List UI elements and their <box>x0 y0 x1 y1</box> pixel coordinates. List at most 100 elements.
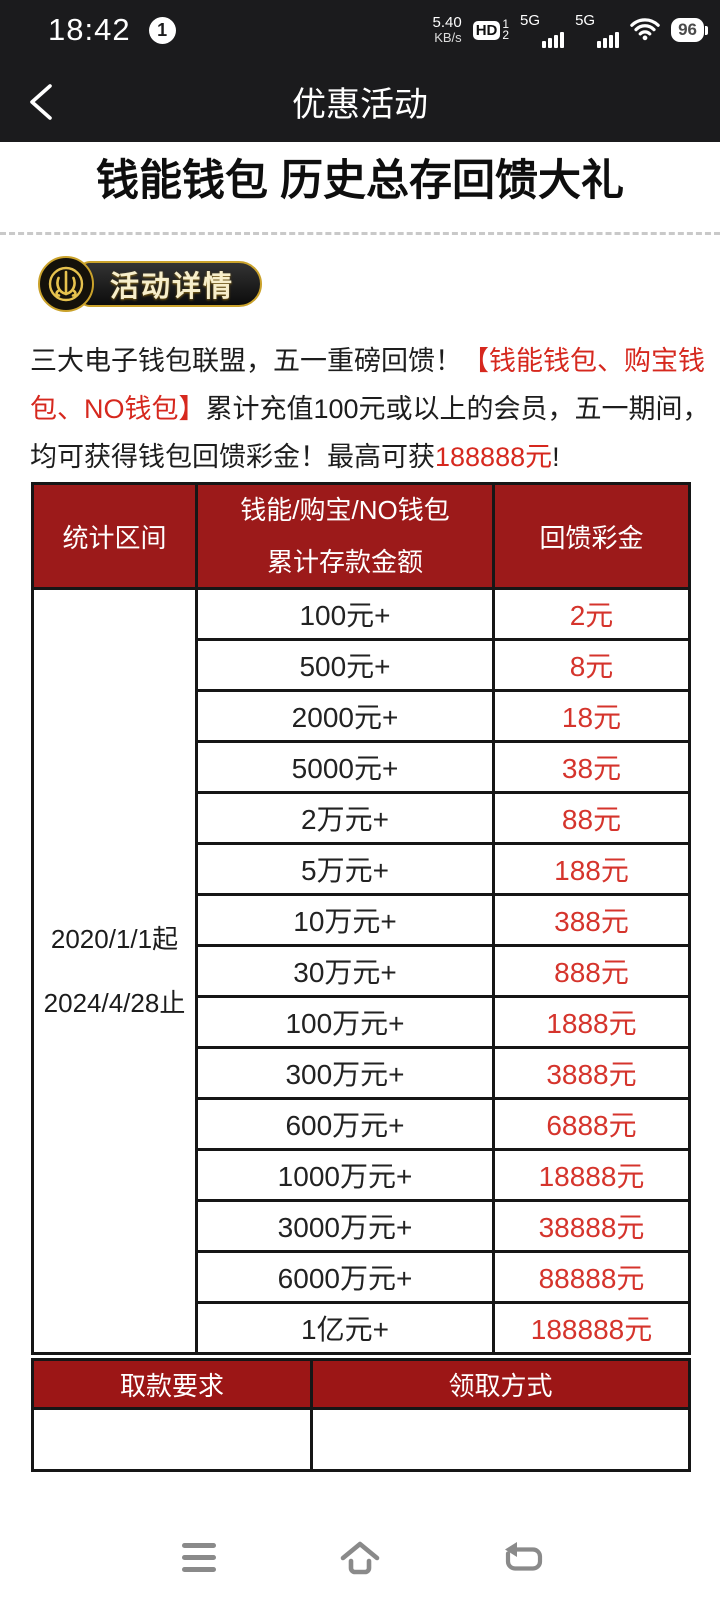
period-start: 2020/1/1起 <box>50 924 179 954</box>
clock: 18:42 <box>48 12 131 47</box>
col-header-amount-line2: 累计存款金额 <box>266 547 423 577</box>
back-nav-icon[interactable] <box>503 1540 545 1581</box>
signal2-label: 5G <box>575 12 596 29</box>
promo-intro-line: 均可获得钱包回馈彩金！最高可获188888元! <box>30 433 690 481</box>
top-black-block: 18:42 1 5.40 KB/s HD 1 2 5G <box>0 0 720 142</box>
status-bar: 18:42 1 5.40 KB/s HD 1 2 5G <box>0 0 720 60</box>
bonus-cell: 38元 <box>492 740 691 794</box>
back-chevron-icon[interactable] <box>24 80 58 124</box>
deposit-table-row: 2万元+ 88元 <box>33 791 691 845</box>
network-speed: 5.40 KB/s <box>432 15 461 45</box>
bonus-cell: 188888元 <box>492 1301 691 1355</box>
menu-icon[interactable] <box>182 1543 216 1572</box>
deposit-table-row: 6000万元+ 88888元 <box>33 1250 691 1304</box>
notification-count-icon: 1 <box>148 16 176 44</box>
signal2-bars-icon <box>597 32 620 48</box>
claim-cell <box>310 1407 691 1472</box>
claim-table: 取款要求 领取方式 <box>31 1358 691 1472</box>
claim-table-empty-row <box>31 1407 691 1472</box>
deposit-table-row: 600万元+ 6888元 <box>33 1097 691 1151</box>
hd-volte-icon: HD 1 2 <box>472 17 510 42</box>
intro-text: 均可获得钱包回馈彩金！最高可获 <box>30 442 435 472</box>
intro-highlight-text: 包、NO钱包】 <box>30 394 206 424</box>
crown-emblem-icon <box>38 256 94 312</box>
intro-text: 累计充值100元或以上的会员，五一期间， <box>205 394 710 424</box>
network-speed-unit: KB/s <box>434 30 462 45</box>
bottom-nav-bar <box>0 1513 720 1600</box>
bonus-cell: 188元 <box>492 842 691 896</box>
deposit-table-row: 2000元+ 18元 <box>33 689 691 743</box>
deposit-table-row: 500元+ 8元 <box>33 638 691 692</box>
signal1-bars-icon <box>542 32 565 48</box>
sim-numbers: 1 2 <box>502 17 510 42</box>
col-header-period: 统计区间 <box>31 482 198 590</box>
bonus-cell: 38888元 <box>492 1199 691 1253</box>
page-title: 优惠活动 <box>292 85 428 124</box>
bonus-cell: 888元 <box>492 944 691 998</box>
amount-cell: 1000万元+ <box>195 1148 495 1202</box>
amount-cell: 300万元+ <box>195 1046 495 1100</box>
promo-title: 钱能钱包 历史总存回馈大礼 <box>96 157 624 205</box>
period-end: 2024/4/28止 <box>43 988 186 1018</box>
amount-cell: 2万元+ <box>195 791 495 845</box>
amount-cell: 1亿元+ <box>195 1301 495 1355</box>
status-bar-right: 5.40 KB/s HD 1 2 5G 5G <box>432 12 708 48</box>
bonus-cell: 2元 <box>492 587 691 641</box>
amount-cell: 6000万元+ <box>195 1250 495 1304</box>
wifi-icon <box>630 17 660 46</box>
amount-cell: 600万元+ <box>195 1097 495 1151</box>
col-header-amount-line1: 钱能/购宝/NO钱包 <box>240 495 450 525</box>
deposit-table-row: 3000万元+ 38888元 <box>33 1199 691 1253</box>
amount-cell: 100元+ <box>195 587 495 641</box>
battery-icon: 96 <box>671 18 708 42</box>
bonus-cell: 3888元 <box>492 1046 691 1100</box>
signal-icon: 5G <box>575 12 620 48</box>
intro-highlight-text: 【钱能钱包、购宝钱 <box>462 346 705 376</box>
home-icon[interactable] <box>338 1539 382 1582</box>
badge-pill: 活动详情 <box>78 261 263 307</box>
deposit-table-header-row: 统计区间 钱能/购宝/NO钱包 累计存款金额 回馈彩金 <box>31 482 691 590</box>
amount-cell: 5万元+ <box>195 842 495 896</box>
intro-text: 三大电子钱包联盟，五一重磅回馈！ <box>30 346 462 376</box>
withdraw-cell <box>31 1407 313 1472</box>
sim2-label: 2 <box>502 28 510 42</box>
deposit-rebate-table: 统计区间 钱能/购宝/NO钱包 累计存款金额 回馈彩金 2020/1/1起 202… <box>31 482 691 1355</box>
promo-intro-line: 三大电子钱包联盟，五一重磅回馈！【钱能钱包、购宝钱 <box>30 337 705 385</box>
deposit-table-row: 5万元+ 188元 <box>33 842 691 896</box>
deposit-table-row: 100万元+ 1888元 <box>33 995 691 1049</box>
col-header-withdraw: 取款要求 <box>31 1358 313 1410</box>
amount-cell: 10万元+ <box>195 893 495 947</box>
bonus-cell: 88888元 <box>492 1250 691 1304</box>
col-header-bonus: 回馈彩金 <box>492 482 691 590</box>
period-cell: 2020/1/1起 2024/4/28止 <box>31 587 198 1355</box>
deposit-table-row: 1亿元+ 188888元 <box>33 1301 691 1355</box>
claim-table-header-row: 取款要求 领取方式 <box>31 1358 691 1410</box>
badge-label: 活动详情 <box>110 271 235 303</box>
app-header: 优惠活动 <box>0 60 720 142</box>
col-header-claim: 领取方式 <box>310 1358 691 1410</box>
signal1-label: 5G <box>520 12 541 29</box>
deposit-table-row: 5000元+ 38元 <box>33 740 691 794</box>
amount-cell: 5000元+ <box>195 740 495 794</box>
deposit-table-row: 2020/1/1起 2024/4/28止 100元+ 2元 <box>31 587 691 1355</box>
hd-label: HD <box>472 20 501 40</box>
bonus-cell: 6888元 <box>492 1097 691 1151</box>
bonus-cell: 18元 <box>492 689 691 743</box>
intro-highlight-text: 188888元 <box>435 442 553 472</box>
amount-cell: 2000元+ <box>195 689 495 743</box>
signal-icon: 5G <box>520 12 565 48</box>
sim1-label: 1 <box>502 17 510 31</box>
deposit-table-row: 1000万元+ 18888元 <box>33 1148 691 1202</box>
bonus-cell: 18888元 <box>492 1148 691 1202</box>
amount-cell: 30万元+ <box>195 944 495 998</box>
deposit-table-row: 30万元+ 888元 <box>33 944 691 998</box>
activity-detail-badge: 活动详情 <box>38 255 720 313</box>
deposit-table-row: 300万元+ 3888元 <box>33 1046 691 1100</box>
promo-intro: 三大电子钱包联盟，五一重磅回馈！【钱能钱包、购宝钱包、NO钱包】累计充值100元… <box>30 337 710 481</box>
amount-cell: 100万元+ <box>195 995 495 1049</box>
intro-text: ! <box>552 442 560 472</box>
amount-cell: 3000万元+ <box>195 1199 495 1253</box>
col-header-amount: 钱能/购宝/NO钱包 累计存款金额 <box>195 482 495 590</box>
bonus-cell: 1888元 <box>492 995 691 1049</box>
